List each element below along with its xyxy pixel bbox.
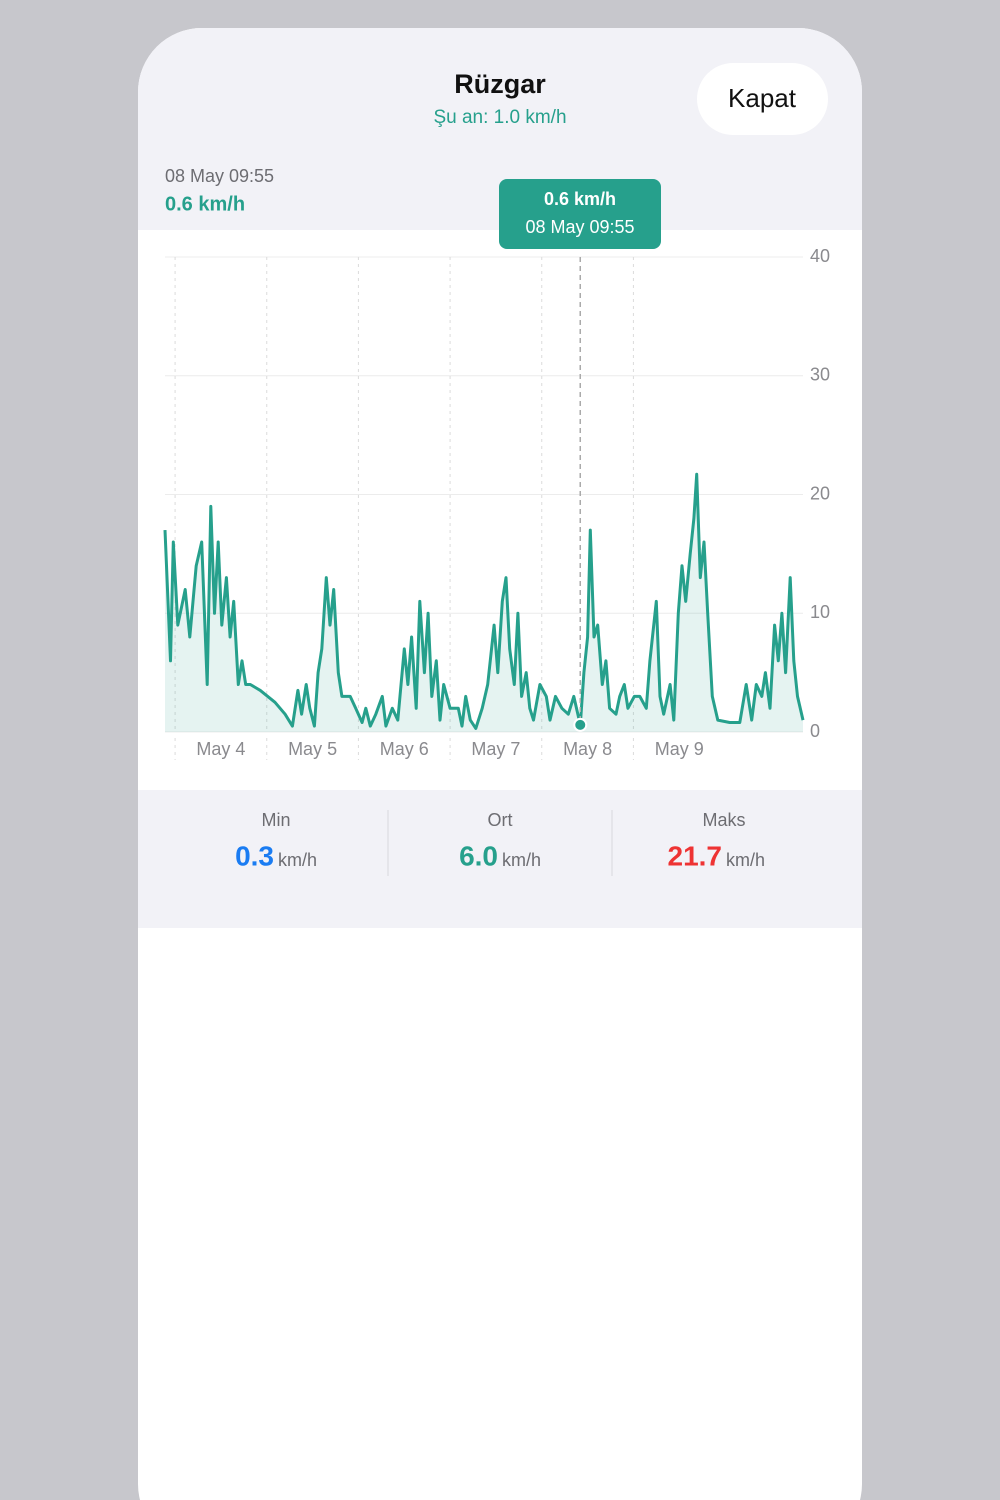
close-label[interactable]: Kapat xyxy=(728,83,797,113)
x-tick-label: May 5 xyxy=(288,739,337,759)
selected-point xyxy=(573,717,588,732)
y-tick-label: 10 xyxy=(810,602,830,622)
area xyxy=(165,474,803,732)
tooltip-bg xyxy=(499,179,661,249)
stats-bg xyxy=(138,790,862,928)
x-tick-label: May 7 xyxy=(471,739,520,759)
stat-label: Maks xyxy=(702,810,745,830)
stat-value: 0.3 xyxy=(235,840,274,871)
y-tick-label: 40 xyxy=(810,246,830,266)
close-button[interactable] xyxy=(697,63,828,135)
stat-unit: km/h xyxy=(502,850,541,870)
tooltip-value: 0.6 km/h xyxy=(544,189,616,209)
y-tick-label: 30 xyxy=(810,365,830,385)
x-tick-label: May 8 xyxy=(563,739,612,759)
stat-value: 21.7 xyxy=(668,840,723,871)
selection-time: 08 May 09:55 xyxy=(165,166,274,186)
line xyxy=(163,472,805,730)
stat-value: 6.0 xyxy=(459,840,498,871)
x-tick-label: May 6 xyxy=(380,739,429,759)
subtitle: Şu an: 1.0 km/h xyxy=(433,107,566,128)
selection-value: 0.6 km/h xyxy=(165,193,245,215)
plot: 0 10 20 30 40 May 4 May 5 May 6 May 7 May 8 May 9 xyxy=(163,246,830,760)
stat-unit: km/h xyxy=(278,850,317,870)
title: Rüzgar xyxy=(454,69,546,99)
tooltip-time: 08 May 09:55 xyxy=(525,217,634,237)
stat-label: Ort xyxy=(488,810,513,830)
x-tick-label: May 9 xyxy=(655,739,704,759)
x-tick-label: May 4 xyxy=(196,739,245,759)
y-tick-label: 20 xyxy=(810,483,830,503)
sheet xyxy=(138,28,862,1500)
stat-label: Min xyxy=(261,810,290,830)
y-tick-label: 0 xyxy=(810,721,820,741)
tooltip: 0.6 km/h 08 May 09:55 xyxy=(499,179,661,249)
stat-unit: km/h xyxy=(726,850,765,870)
